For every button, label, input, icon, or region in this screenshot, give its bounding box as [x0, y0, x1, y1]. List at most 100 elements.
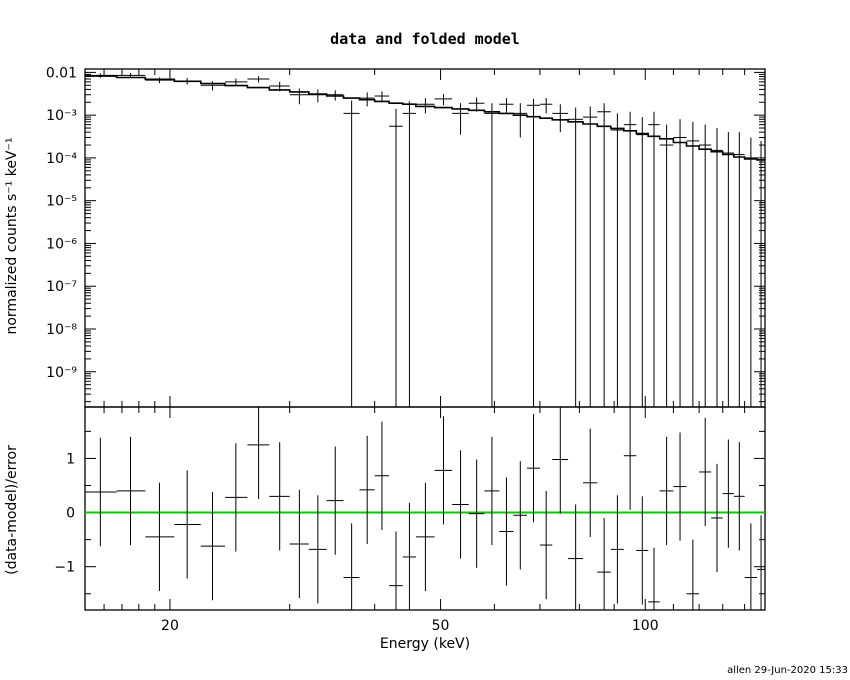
- residual-plot-frame: [84, 406, 766, 611]
- spectrum-plot-frame: [84, 68, 766, 408]
- y-tick-label: 10⁻⁸: [46, 322, 77, 338]
- data-point: [636, 117, 649, 407]
- y-tick-label: −1: [54, 560, 75, 576]
- residual-point: [247, 407, 270, 500]
- residual-point: [145, 482, 175, 592]
- data-point: [610, 113, 624, 407]
- x-tick-label: 100: [632, 618, 659, 634]
- data-point: [468, 97, 485, 112]
- residual-point: [374, 421, 390, 530]
- residual-point: [597, 517, 611, 610]
- residual-point: [659, 436, 674, 546]
- y-tick-label: 0: [66, 506, 75, 522]
- data-point: [583, 106, 598, 407]
- model-curve: [85, 75, 766, 161]
- y-tick-label: 10⁻³: [46, 108, 77, 124]
- residual-point: [686, 539, 700, 610]
- residual-point: [289, 489, 309, 599]
- data-point: [326, 90, 344, 101]
- data-point: [699, 124, 712, 407]
- residual-point: [499, 477, 514, 586]
- data-point: [552, 104, 569, 133]
- residual-point: [308, 495, 327, 604]
- y-tick-label: 10⁻⁴: [46, 151, 77, 167]
- residual-point: [225, 443, 248, 552]
- data-point: [484, 103, 500, 407]
- data-point: [359, 92, 375, 107]
- data-point: [85, 73, 117, 78]
- data-point: [452, 103, 469, 135]
- residual-point: [623, 407, 637, 510]
- residual-point: [699, 417, 712, 527]
- data-point: [200, 81, 226, 91]
- residual-point: [711, 463, 723, 573]
- residual-point: [568, 504, 584, 610]
- data-point: [568, 107, 584, 407]
- residual-point: [452, 450, 469, 559]
- residual-point: [415, 482, 435, 592]
- residual-point: [343, 523, 360, 610]
- residual-point: [434, 416, 453, 525]
- residual-point: [269, 442, 290, 551]
- residual-point: [648, 547, 660, 610]
- data-point: [174, 77, 201, 85]
- data-point: [308, 89, 327, 103]
- spectrum-y-axis-label: normalized counts s⁻¹ keV⁻¹: [4, 137, 20, 334]
- residual-point: [722, 439, 734, 548]
- residual-point: [174, 470, 201, 579]
- data-point: [744, 137, 758, 407]
- residual-point: [326, 446, 344, 555]
- residual-point: [583, 428, 598, 537]
- data-point: [623, 111, 637, 407]
- residual-y-axis-label: (data-model)/error: [4, 445, 20, 575]
- data-point: [289, 88, 309, 105]
- data-point: [269, 81, 290, 92]
- residual-point: [513, 461, 527, 570]
- data-point: [389, 108, 403, 407]
- residual-point: [116, 436, 146, 546]
- data-point: [116, 72, 146, 79]
- data-point: [402, 101, 416, 407]
- data-point: [225, 78, 248, 87]
- data-point: [648, 111, 660, 407]
- residual-point: [610, 495, 624, 604]
- data-point: [145, 77, 175, 84]
- chart-title: data and folded model: [330, 30, 520, 48]
- y-tick-label: 1: [66, 451, 75, 467]
- residual-point: [757, 515, 765, 610]
- residual-y-tick-labels: 1 0 −1: [54, 451, 75, 575]
- data-point: [597, 103, 611, 407]
- data-point: [374, 91, 390, 103]
- energy-x-tick-labels: 20 50 100: [161, 618, 659, 634]
- spectrum-ticks: [84, 69, 766, 407]
- y-tick-label: 0.01: [46, 65, 77, 81]
- model-step: [85, 75, 766, 161]
- residual-point: [526, 414, 540, 523]
- residual-point: [85, 437, 117, 547]
- residual-point: [468, 459, 485, 568]
- residual-point: [636, 496, 649, 605]
- spectrum-y-tick-labels: 0.01 10⁻³ 10⁻⁴ 10⁻⁵ 10⁻⁶ 10⁻⁷ 10⁻⁸ 10⁻⁹: [46, 65, 78, 380]
- residual-point: [359, 435, 375, 544]
- residual-points: [85, 407, 765, 610]
- data-points: [85, 72, 765, 407]
- data-point: [733, 132, 745, 407]
- residual-point: [402, 502, 416, 610]
- residual-point: [539, 490, 553, 600]
- y-tick-label: 10⁻⁶: [46, 236, 77, 252]
- residual-panel: 1 0 −1 20 50 100 (data-model)/error Energy (…: [4, 406, 766, 652]
- data-point: [722, 132, 734, 407]
- x-tick-label: 50: [432, 618, 450, 634]
- y-tick-label: 10⁻⁹: [46, 365, 77, 381]
- footer-timestamp: allen 29-Jun-2020 15:33: [727, 665, 848, 676]
- data-point: [757, 140, 765, 407]
- data-point: [686, 121, 700, 407]
- data-point: [434, 94, 453, 106]
- residual-point: [200, 491, 226, 601]
- y-tick-label: 10⁻⁷: [46, 279, 77, 295]
- data-point: [247, 76, 270, 83]
- data-point: [673, 119, 687, 407]
- x-tick-label: 20: [161, 618, 179, 634]
- y-tick-label: 10⁻⁵: [46, 194, 77, 210]
